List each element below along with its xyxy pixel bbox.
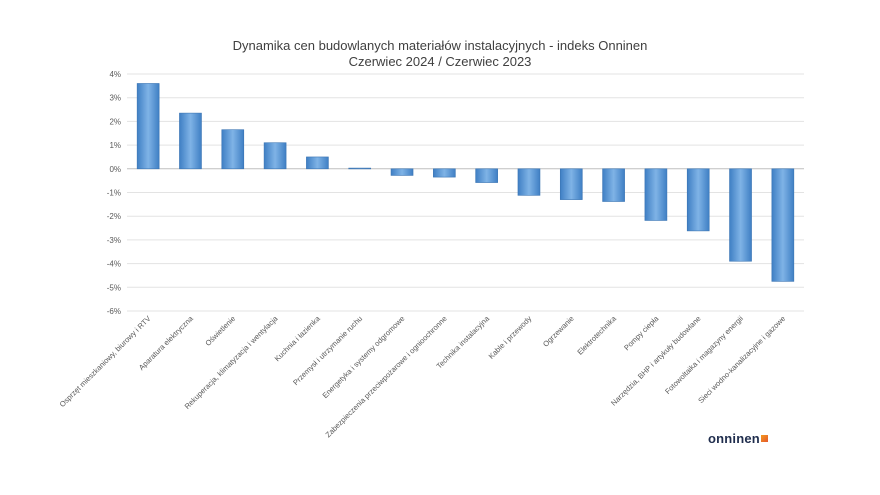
chart-title: Dynamika cen budowlanych materiałów inst… [0, 38, 880, 70]
x-tick-label: Rekuperacja, klimatyzacja i wentylacja [183, 313, 280, 410]
x-tick-label: Sieci wodno-kanalizacyjne i gazowe [696, 314, 787, 405]
chart-title-line-1: Dynamika cen budowlanych materiałów inst… [232, 38, 648, 53]
bar [433, 168, 456, 178]
x-tick-label: Przemysł i utrzymanie ruchu [291, 314, 364, 387]
x-tick-label: Energetyka i systemy odgromowe [320, 314, 406, 400]
y-tick-label: -6% [107, 307, 121, 316]
y-tick-label: 4% [109, 70, 121, 79]
bar [475, 168, 498, 183]
y-tick-label: -5% [107, 283, 121, 292]
bar [306, 156, 329, 170]
bar [602, 168, 625, 202]
y-tick-label: 2% [109, 117, 121, 126]
y-tick-label: 1% [109, 141, 121, 150]
logo-mark-icon [760, 435, 768, 442]
x-tick-label: Oświetlenie [203, 314, 237, 348]
x-tick-label: Elektrotechnika [575, 313, 618, 356]
bar [771, 168, 795, 282]
x-tick-label: Kable i przewody [487, 314, 534, 361]
bar [179, 112, 202, 170]
x-tick-label: Osprzęt mieszkaniowy, biurowy i RTV [58, 314, 153, 409]
y-tick-label: -1% [107, 189, 121, 198]
bar [263, 142, 287, 170]
onninen-logo: onninen [708, 431, 768, 446]
bar [644, 168, 668, 221]
bar [221, 129, 245, 170]
y-tick-label: -4% [107, 260, 121, 269]
bar [729, 168, 752, 262]
y-tick-label: -3% [107, 236, 121, 245]
chart-title-line-2: Czerwiec 2024 / Czerwiec 2023 [348, 54, 532, 69]
bar [686, 168, 710, 232]
bar [390, 168, 414, 176]
x-tick-label: Fotowoltaika i magazyny energii [663, 314, 745, 396]
x-tick-label: Ogrzewanie [541, 314, 576, 349]
logo-text: onninen [708, 431, 760, 446]
x-tick-label: Pompy ciepła [622, 313, 661, 352]
y-tick-label: -2% [107, 212, 121, 221]
x-tick-label: Narzędzia, BHP i artykuły budowlane [609, 314, 703, 408]
bar [517, 168, 541, 196]
bar [559, 168, 583, 200]
bar [348, 167, 372, 170]
bar [136, 83, 160, 170]
y-tick-label: 0% [109, 165, 121, 174]
y-tick-label: 3% [109, 94, 121, 103]
